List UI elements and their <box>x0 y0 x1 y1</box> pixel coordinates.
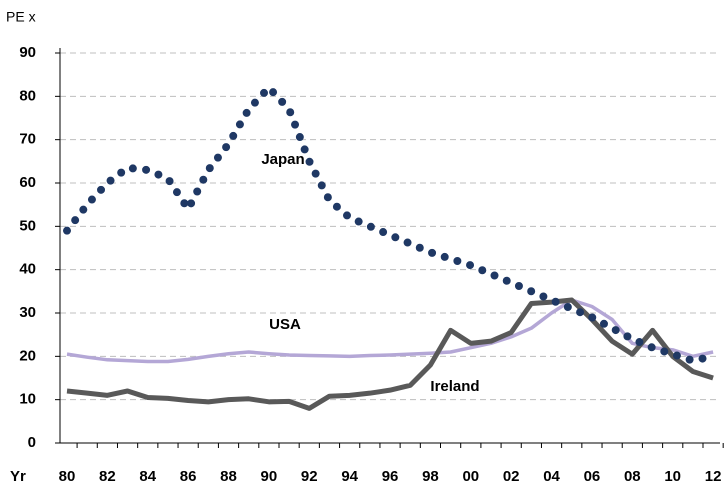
y-tick-label: 10 <box>19 391 36 408</box>
y-tick-label: 90 <box>19 44 36 61</box>
series-line <box>66 297 714 411</box>
y-tick-label: 70 <box>19 131 36 148</box>
x-tick-label: 92 <box>301 468 318 485</box>
series-line <box>63 83 718 365</box>
x-tick-label: 94 <box>341 468 358 485</box>
y-tick-label: 80 <box>19 87 36 104</box>
y-tick-label: 50 <box>19 217 36 234</box>
series-label: USA <box>269 316 301 333</box>
x-tick-label: 02 <box>503 468 520 485</box>
x-tick-label: 80 <box>59 468 76 485</box>
y-tick-label: 20 <box>19 347 36 364</box>
x-tick-label: 88 <box>220 468 237 485</box>
x-tick-label: 12 <box>705 468 722 485</box>
x-tick-label: 06 <box>584 468 601 485</box>
y-tick-label: 40 <box>19 261 36 278</box>
y-tick-label: 60 <box>19 174 36 191</box>
y-axis-label: PE x <box>6 9 36 25</box>
y-tick-label: 30 <box>19 304 36 321</box>
x-tick-label: 82 <box>99 468 116 485</box>
series-label: Japan <box>261 151 304 168</box>
x-tick-label: 04 <box>543 468 560 485</box>
x-tick-label: 84 <box>139 468 156 485</box>
x-tick-label: 86 <box>180 468 197 485</box>
x-tick-label: 98 <box>422 468 439 485</box>
series-line <box>66 298 714 364</box>
x-tick-label: 96 <box>382 468 399 485</box>
x-tick-label: 90 <box>261 468 278 485</box>
x-axis-label: Yr <box>10 468 26 485</box>
x-tick-label: 00 <box>462 468 479 485</box>
y-tick-label: 0 <box>28 434 36 451</box>
series-label: Ireland <box>430 378 479 395</box>
x-tick-label: 08 <box>624 468 641 485</box>
x-tick-label: 10 <box>664 468 681 485</box>
